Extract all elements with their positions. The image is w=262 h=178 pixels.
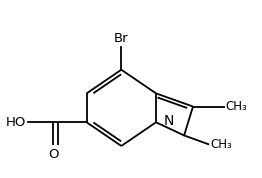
Text: HO: HO <box>6 116 26 129</box>
Text: CH₃: CH₃ <box>226 100 247 113</box>
Text: O: O <box>48 148 59 161</box>
Text: Br: Br <box>114 32 129 45</box>
Text: CH₃: CH₃ <box>210 138 232 151</box>
Text: N: N <box>163 114 173 128</box>
